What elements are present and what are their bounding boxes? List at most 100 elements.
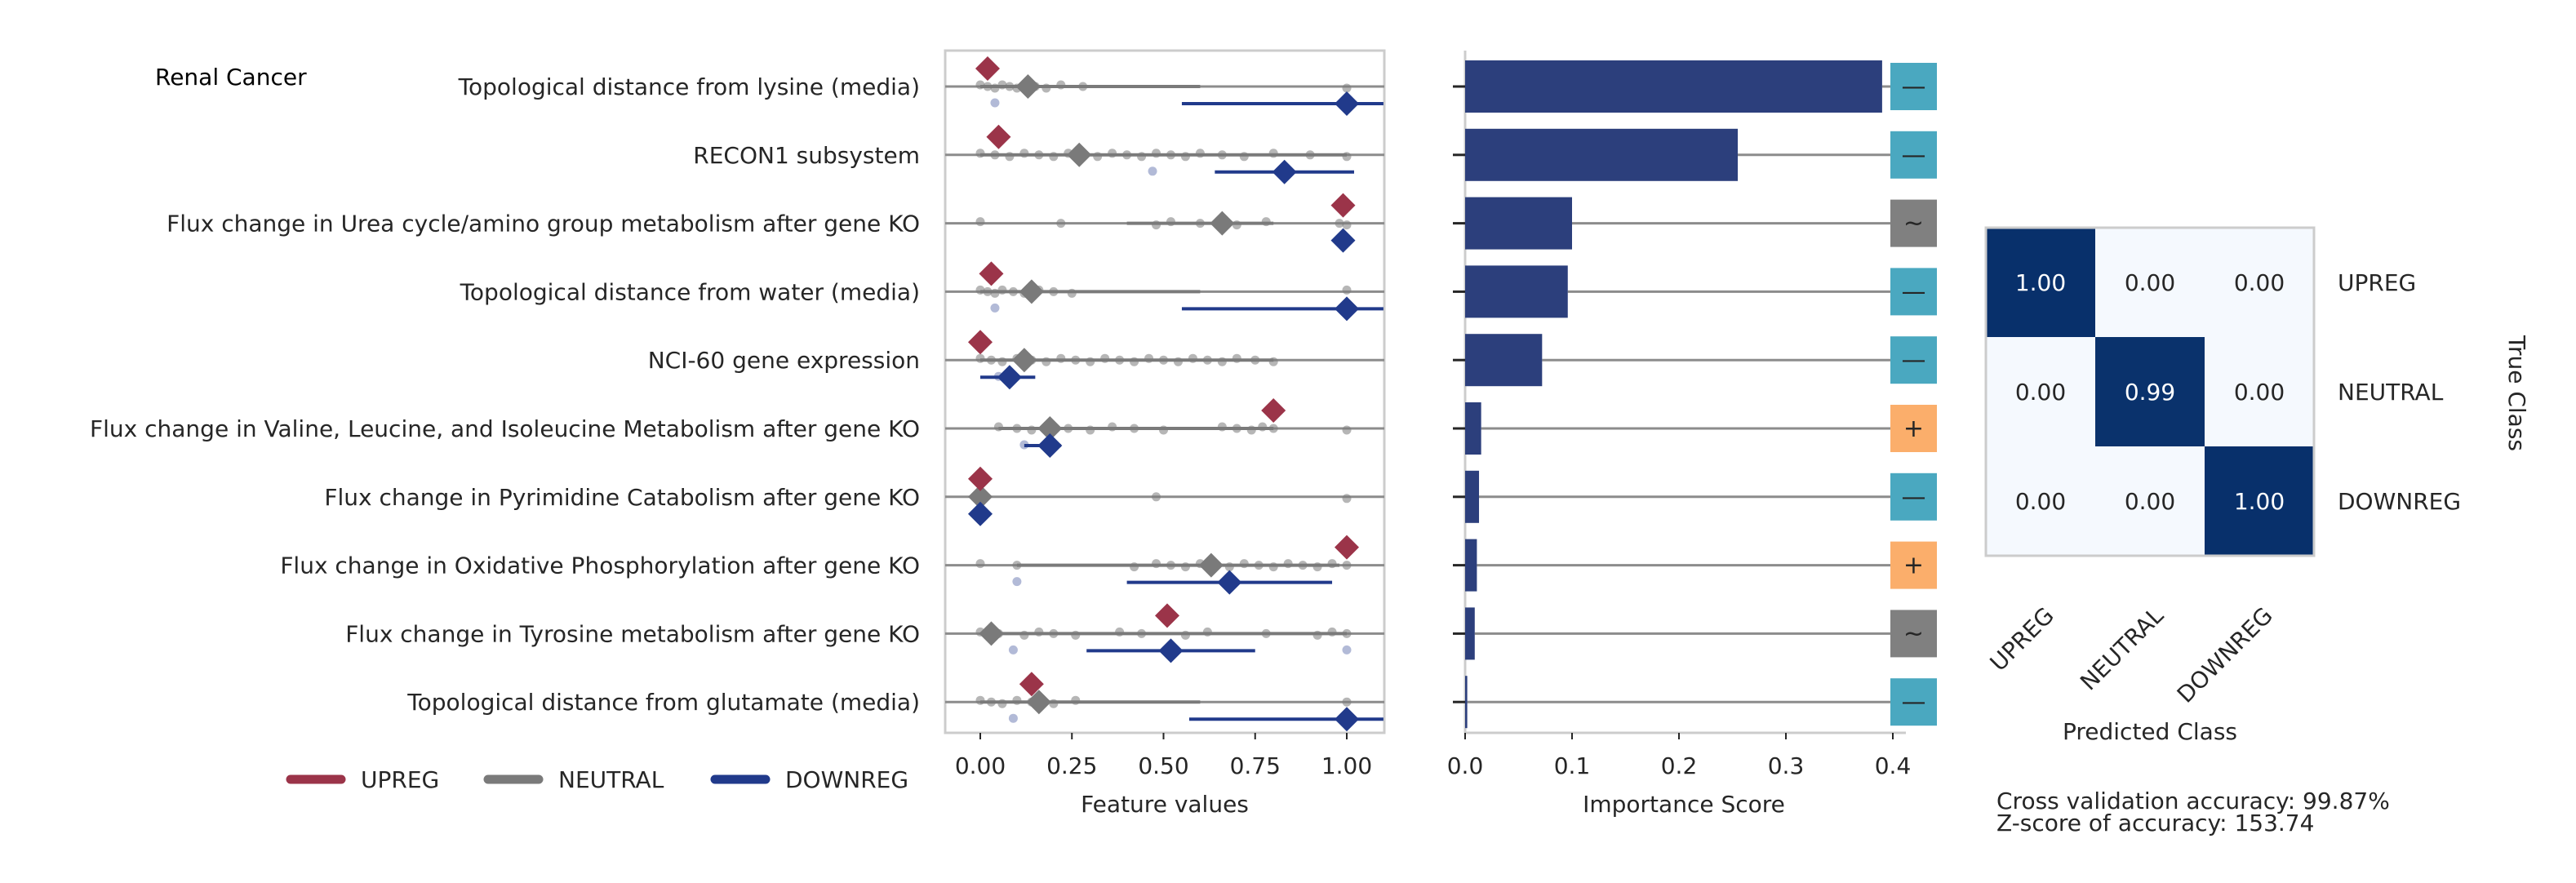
sign-badge: [1890, 405, 1937, 452]
cm-cell-value: 0.00: [2125, 488, 2175, 515]
neutral-point: [1071, 355, 1081, 365]
neutral-point: [1261, 628, 1271, 638]
neutral-point: [1008, 286, 1018, 296]
feature-label: Flux change in Valine, Leucine, and Isol…: [90, 415, 920, 442]
feature-xtick-label: 0.75: [1230, 752, 1281, 779]
downreg-point: [990, 98, 1000, 108]
neutral-point: [1108, 422, 1117, 432]
neutral-point: [1239, 559, 1249, 569]
feature-xaxis-label: Feature values: [1081, 791, 1249, 818]
importance-row: —: [1453, 265, 1937, 318]
upreg-mean-marker: [968, 330, 993, 355]
neutral-point: [1108, 149, 1117, 158]
neutral-point: [1130, 562, 1139, 572]
figure-title: Renal Cancer: [155, 64, 307, 91]
neutral-point: [1173, 357, 1183, 366]
neutral-point: [1078, 82, 1088, 91]
cm-cell-value: 0.99: [2125, 379, 2175, 406]
neutral-point: [1261, 217, 1271, 227]
importance-bar: [1465, 197, 1572, 250]
legend-label: UPREG: [361, 766, 439, 793]
neutral-point: [1224, 562, 1234, 572]
feature-values-panel: 0.00 0.25 0.50 0.75 1.00 Feature values: [944, 49, 1386, 818]
neutral-point: [1012, 561, 1022, 570]
cm-true-class-label: UPREG: [2338, 269, 2416, 296]
upreg-mean-marker: [986, 124, 1011, 149]
feature-label: Flux change in Urea cycle/amino group me…: [167, 211, 920, 237]
neutral-point: [986, 355, 996, 365]
neutral-point: [1137, 152, 1147, 162]
feature-label: Topological distance from glutamate (med…: [406, 689, 920, 716]
neutral-point: [1166, 217, 1175, 227]
neutral-point: [1042, 357, 1051, 366]
importance-bar: [1465, 60, 1882, 113]
importance-xtick-label: 0.0: [1447, 752, 1484, 779]
neutral-point: [986, 697, 996, 707]
feature-row: [945, 124, 1384, 184]
feature-row: [945, 330, 1384, 390]
downreg-point: [1008, 713, 1018, 723]
upreg-mean-marker: [979, 261, 1004, 286]
neutral-mean-marker: [1210, 211, 1235, 236]
neutral-point: [975, 695, 985, 705]
neutral-point: [1086, 357, 1095, 366]
neutral-point: [1195, 219, 1205, 229]
neutral-point: [1071, 630, 1081, 640]
neutral-point: [975, 217, 985, 227]
neutral-point: [1250, 355, 1260, 365]
neutral-point: [1342, 628, 1352, 638]
neutral-point: [1342, 494, 1352, 504]
neutral-point: [1019, 149, 1029, 158]
importance-xtick-label: 0.3: [1768, 752, 1805, 779]
importance-panel: — — ~ — — + — + ~ — 0.0 0.1 0.2 0.3 0.4 Importance Scor…: [1447, 51, 1937, 818]
confusion-matrix-panel: 1.00 0.00 0.00 0.00 0.99 0.00 0.00 0.00 1.00 UPRE…: [1984, 226, 2530, 745]
downreg-mean-marker: [968, 501, 993, 526]
neutral-point: [1152, 559, 1161, 569]
legend-label: NEUTRAL: [558, 766, 664, 793]
cm-predicted-class-label: NEUTRAL: [2075, 601, 2169, 695]
sign-symbol: +: [1903, 552, 1924, 580]
downreg-mean-marker: [1272, 159, 1297, 184]
neutral-point: [1056, 80, 1066, 90]
neutral-mean-marker: [1011, 348, 1037, 373]
neutral-point: [1056, 219, 1066, 229]
downreg-mean-marker: [1330, 228, 1356, 253]
neutral-mean-marker: [1198, 552, 1224, 578]
neutral-point: [1012, 695, 1022, 705]
feature-row: [945, 398, 1384, 458]
feature-xtick-label: 0.00: [955, 752, 1006, 779]
cm-predicted-class-label: UPREG: [1985, 602, 2059, 677]
neutral-point: [997, 357, 1007, 366]
neutral-point: [997, 285, 1007, 295]
neutral-point: [1122, 150, 1132, 160]
upreg-mean-marker: [975, 56, 1000, 81]
neutral-point: [1115, 627, 1125, 637]
neutral-point: [1012, 424, 1022, 433]
importance-bar: [1465, 402, 1481, 455]
sign-badge: [1890, 336, 1937, 384]
downreg-mean-marker: [1037, 433, 1063, 458]
downreg-mean-marker: [1158, 638, 1184, 663]
neutral-point: [975, 149, 985, 158]
upreg-mean-marker: [1261, 398, 1286, 423]
neutral-mean-marker: [979, 621, 1004, 646]
neutral-mean-marker: [1026, 690, 1051, 715]
neutral-point: [1335, 219, 1344, 229]
neutral-point: [1202, 627, 1212, 637]
neutral-point: [1180, 630, 1190, 640]
sign-symbol: —: [1902, 73, 1926, 101]
cm-cell-value: 1.00: [2015, 269, 2066, 296]
feature-panel-frame: [944, 49, 1386, 734]
neutral-point: [1195, 149, 1205, 158]
sign-badge: [1890, 199, 1937, 247]
downreg-point: [1148, 166, 1157, 176]
cm-cell-value: 0.00: [2125, 269, 2175, 296]
cm-cell: [1986, 228, 2095, 337]
neutral-point: [1268, 562, 1278, 572]
neutral-point: [1064, 424, 1073, 433]
sign-badge: [1890, 473, 1937, 521]
neutral-point: [1159, 355, 1168, 365]
neutral-point: [1312, 562, 1322, 572]
upreg-mean-marker: [1019, 672, 1044, 697]
neutral-point: [1130, 357, 1139, 366]
